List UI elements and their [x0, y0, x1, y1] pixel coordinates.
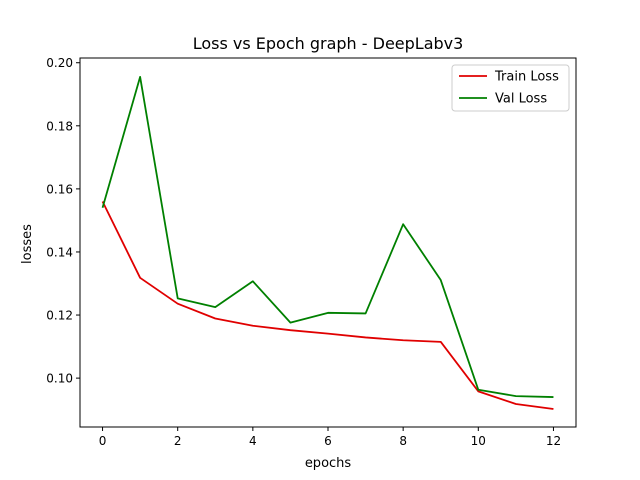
legend: Train Loss Val Loss [451, 64, 570, 112]
x-tick-label: 6 [324, 434, 332, 448]
x-axis-label: epochs [305, 456, 352, 471]
y-tick-label: 0.18 [46, 119, 73, 133]
y-tick-label: 0.16 [46, 182, 73, 196]
x-tick-label: 8 [399, 434, 407, 448]
y-tick-label: 0.10 [46, 372, 73, 386]
legend-label: Train Loss [494, 70, 559, 85]
y-axis-label: losses [20, 224, 35, 264]
x-tick-label: 10 [471, 434, 486, 448]
x-tick-label: 4 [249, 434, 257, 448]
y-tick-label: 0.14 [46, 245, 73, 259]
chart-title: Loss vs Epoch graph - DeepLabv3 [193, 34, 464, 53]
y-tick-label: 0.20 [46, 56, 73, 70]
x-tick-label: 12 [546, 434, 561, 448]
x-tick-label: 0 [99, 434, 107, 448]
x-tick-label: 2 [174, 434, 182, 448]
y-tick-label: 0.12 [46, 309, 73, 323]
plot-area [101, 76, 554, 410]
legend-label: Val Loss [495, 92, 547, 107]
axes: 0 2 4 6 8 10 12 0.10 0.12 0.14 0.16 0.18 0.20 [46, 56, 577, 448]
